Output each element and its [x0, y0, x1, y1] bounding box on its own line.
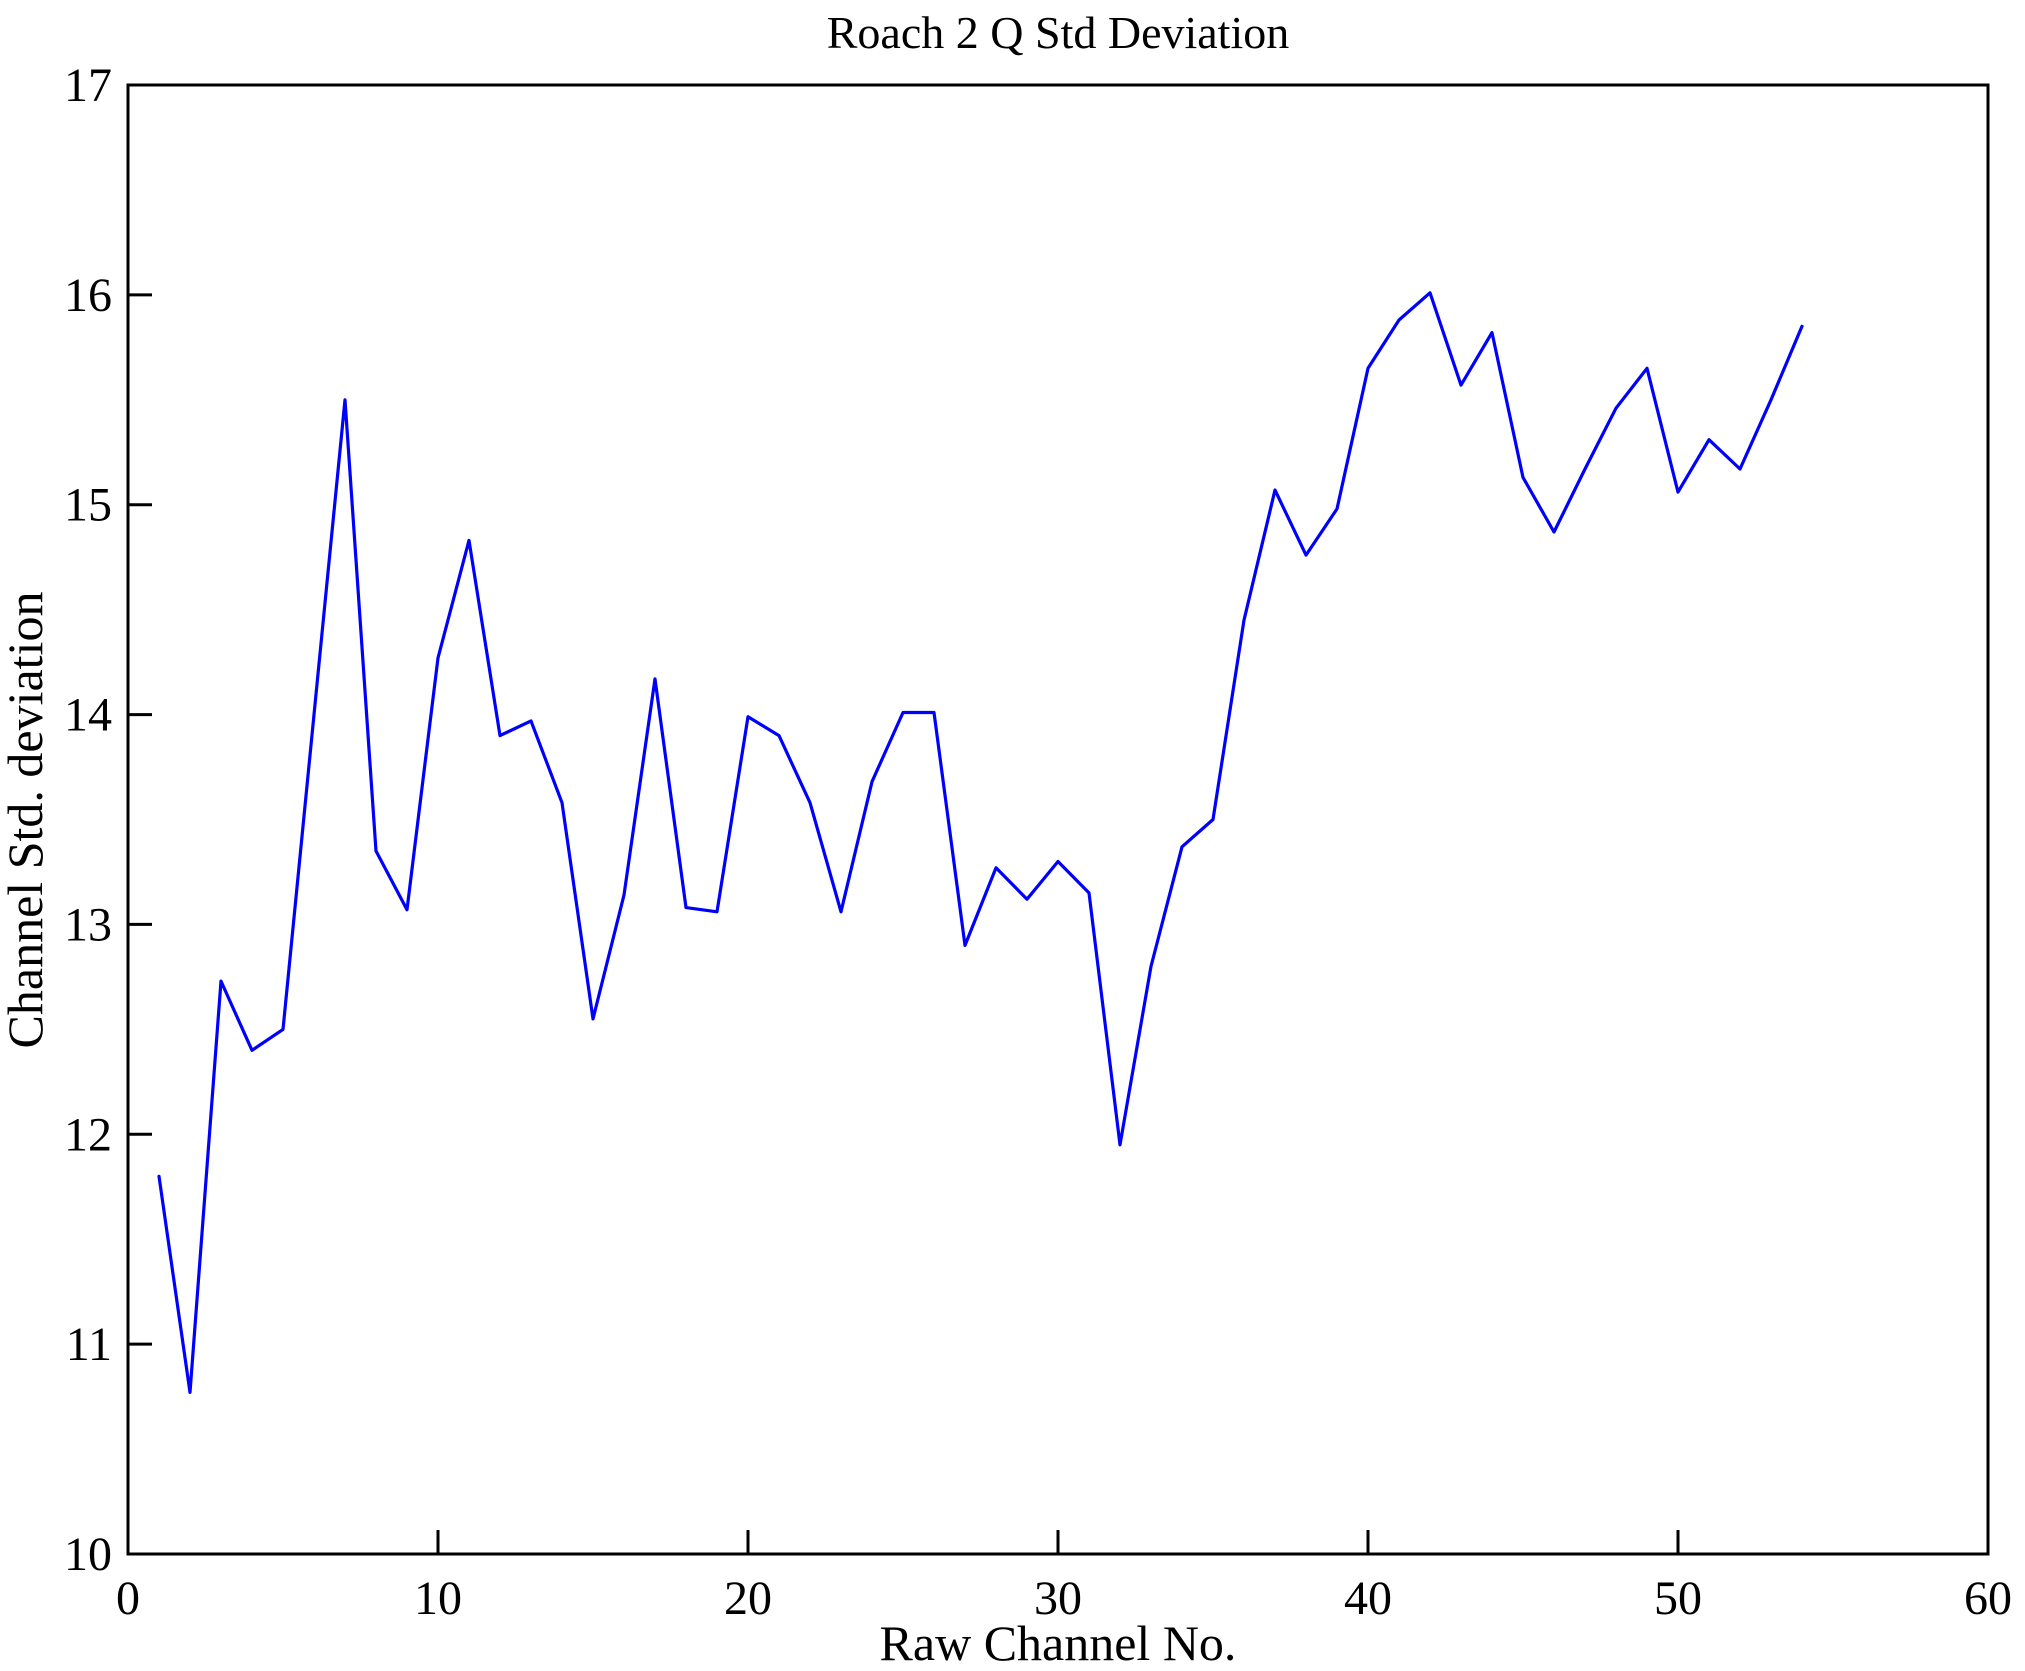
y-tick-label: 14: [64, 689, 112, 742]
x-tick-label: 50: [1654, 1572, 1702, 1625]
x-tick-label: 60: [1964, 1572, 2012, 1625]
y-axis-label: Channel Std. deviation: [0, 592, 53, 1049]
y-tick-label: 16: [64, 269, 112, 322]
x-axis-ticks: 0 10 20 30 40 50 60: [116, 1530, 2012, 1625]
y-tick-label: 17: [64, 59, 112, 112]
x-axis-label: Raw Channel No.: [880, 1615, 1237, 1671]
y-tick-label: 13: [64, 898, 112, 951]
y-tick-label: 15: [64, 479, 112, 532]
x-tick-label: 20: [724, 1572, 772, 1625]
data-line-series: [157, 291, 1804, 1395]
y-tick-label: 11: [66, 1318, 112, 1371]
plot-area-border: [126, 83, 1990, 1556]
x-tick-label: 0: [116, 1572, 140, 1625]
y-tick-label: 12: [64, 1108, 112, 1161]
x-tick-label: 10: [414, 1572, 462, 1625]
x-tick-label: 40: [1344, 1572, 1392, 1625]
y-axis-ticks: 10 11 12 13 14 15 16 17: [64, 59, 152, 1581]
x-tick-label: 30: [1034, 1572, 1082, 1625]
y-tick-label: 10: [64, 1528, 112, 1581]
chart-title: Roach 2 Q Std Deviation: [827, 7, 1290, 58]
